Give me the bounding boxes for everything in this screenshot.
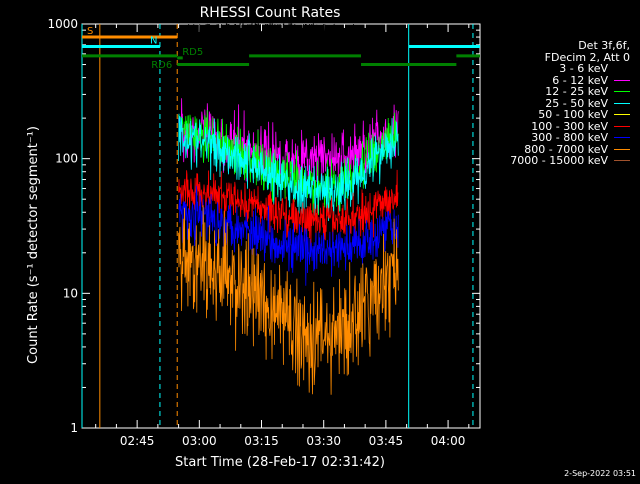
- x-tick-label: 03:30: [306, 434, 341, 448]
- footer-date: 2-Sep-2022 03:51: [564, 469, 636, 478]
- legend-entry: 800 - 7000 keV: [480, 142, 630, 156]
- legend-entry: 100 - 300 keV: [480, 119, 630, 133]
- series-line: [178, 169, 399, 250]
- legend-swatch: [614, 91, 630, 93]
- legend-header-line: FDecim 2, Att 0: [544, 50, 630, 64]
- legend-entry-label: 3 - 6 keV: [559, 62, 608, 75]
- series-line: [178, 113, 399, 222]
- x-tick-label: 03:15: [244, 434, 279, 448]
- axes: 1 10 100 1000 02:45 03:00 03:15 03:30 03:45 04:00: [47, 17, 481, 448]
- legend-swatch: [614, 160, 630, 162]
- legend-header-line: Det 3f,6f,: [578, 39, 630, 52]
- plot-frame: [81, 23, 481, 429]
- plot-area: [178, 22, 399, 395]
- annotations: S N RD6 RD5: [81, 24, 480, 428]
- y-tick-label: 100: [55, 152, 78, 166]
- series-line: [178, 98, 399, 201]
- y-axis-label: Count Rate (s⁻¹ detector segment⁻¹): [26, 126, 41, 364]
- y-tick-label: 1: [70, 421, 78, 435]
- chart-title: RHESSI Count Rates: [200, 5, 341, 21]
- series-line: [178, 22, 399, 103]
- y-tick-label: 10: [63, 286, 78, 300]
- legend-swatch: [614, 79, 630, 81]
- legend-entry-label: 100 - 300 keV: [531, 119, 608, 133]
- legend-entry-label: 50 - 100 keV: [538, 108, 608, 121]
- legend-entry-label: 7000 - 15000 keV: [510, 154, 608, 167]
- legend-swatch: [614, 68, 630, 70]
- legend-entry: 25 - 50 keV: [480, 96, 630, 110]
- legend-swatch: [614, 148, 630, 150]
- legend-swatch: [614, 125, 630, 127]
- state-bar-label: S: [87, 26, 93, 37]
- legend-entry-label: 800 - 7000 keV: [524, 142, 608, 156]
- legend-swatch: [614, 137, 630, 139]
- x-axis-label: Start Time (28-Feb-17 02:31:42): [175, 455, 385, 470]
- x-tick-label: 02:45: [120, 434, 155, 448]
- legend-entry: 3 - 6 keV: [480, 63, 630, 75]
- state-bar-label: RD5: [182, 47, 203, 58]
- y-tick-label: 1000: [47, 17, 78, 31]
- legend-entry-label: 6 - 12 keV: [552, 73, 608, 87]
- state-bar-label: RD6: [151, 60, 172, 71]
- x-tick-label: 04:00: [431, 434, 466, 448]
- legend-swatch: [614, 102, 630, 104]
- legend-entry: 50 - 100 keV: [480, 109, 630, 121]
- legend-entry-label: 300 - 800 keV: [531, 131, 608, 144]
- legend-swatch: [614, 114, 630, 116]
- series-line: [178, 205, 399, 395]
- series-line: [178, 185, 399, 286]
- legend-entry: 12 - 25 keV: [480, 86, 630, 98]
- x-tick-label: 03:00: [182, 434, 217, 448]
- legend-entry: 300 - 800 keV: [480, 132, 630, 144]
- legend-entry-label: 12 - 25 keV: [545, 85, 608, 98]
- legend-entry: 6 - 12 keV: [480, 73, 630, 87]
- legend-entry: 7000 - 15000 keV: [480, 155, 630, 167]
- legend-entry-label: 25 - 50 keV: [545, 96, 608, 110]
- x-tick-label: 03:45: [369, 434, 404, 448]
- state-bar-label: N: [150, 36, 157, 47]
